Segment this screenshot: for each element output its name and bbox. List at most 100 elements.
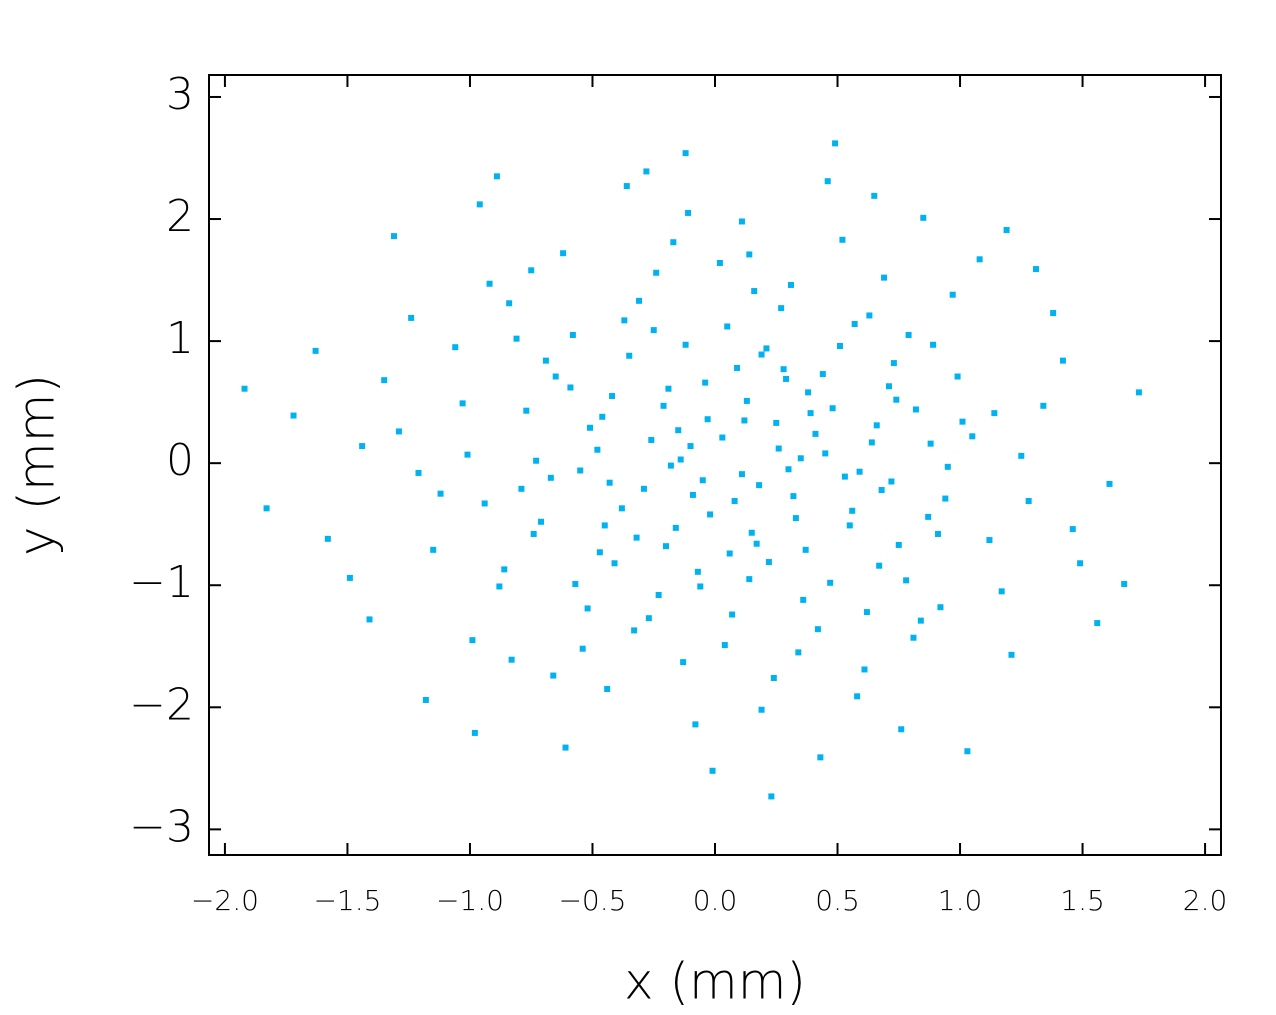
point — [662, 543, 669, 550]
point — [758, 351, 765, 358]
point — [1050, 310, 1057, 317]
point — [567, 384, 574, 391]
point — [1018, 452, 1025, 459]
point — [756, 482, 763, 489]
x-tick-label: 1.0 — [938, 884, 983, 917]
point — [780, 366, 787, 373]
point — [1059, 357, 1066, 364]
point — [508, 656, 515, 663]
point — [530, 530, 537, 537]
point — [633, 534, 640, 541]
point — [817, 754, 824, 761]
point — [719, 434, 726, 441]
point — [920, 214, 927, 221]
point — [881, 274, 888, 281]
point — [623, 183, 630, 190]
point — [493, 173, 500, 180]
point — [765, 559, 772, 566]
point — [346, 574, 353, 581]
y-tick-label: 1 — [166, 313, 194, 364]
point — [878, 487, 885, 494]
point — [770, 675, 777, 682]
point — [873, 422, 880, 429]
point — [724, 323, 731, 330]
point — [648, 436, 655, 443]
point — [665, 385, 672, 392]
point — [748, 529, 755, 536]
point — [660, 402, 667, 409]
point — [481, 500, 488, 507]
point — [1069, 526, 1076, 533]
point — [550, 672, 557, 679]
point — [506, 300, 513, 307]
point — [422, 696, 429, 703]
point — [704, 416, 711, 423]
point — [778, 305, 785, 312]
y-tick-label: −2 — [129, 679, 194, 730]
point — [604, 685, 611, 692]
point — [496, 583, 503, 590]
point — [1106, 480, 1113, 487]
point — [824, 178, 831, 185]
point — [241, 385, 248, 392]
point — [621, 317, 628, 324]
point — [381, 377, 388, 384]
point — [856, 468, 863, 475]
point — [954, 373, 961, 380]
point — [599, 413, 606, 420]
point — [753, 540, 760, 547]
x-tick-label: 0.5 — [815, 884, 860, 917]
point — [738, 471, 745, 478]
point — [969, 433, 976, 440]
point — [775, 445, 782, 452]
point — [667, 462, 674, 469]
point — [868, 439, 875, 446]
point — [876, 562, 883, 569]
point — [790, 493, 797, 500]
point — [655, 592, 662, 598]
point — [783, 375, 790, 382]
point — [768, 793, 775, 800]
point — [596, 549, 603, 556]
point — [430, 546, 437, 553]
point — [802, 546, 809, 553]
point — [959, 418, 966, 425]
point — [991, 410, 998, 417]
point — [949, 291, 956, 298]
point — [579, 645, 586, 652]
point — [682, 150, 689, 157]
point — [861, 666, 868, 673]
point — [631, 627, 638, 634]
point — [785, 466, 792, 473]
point — [672, 524, 679, 531]
point — [653, 269, 660, 276]
point — [560, 250, 567, 257]
point — [1077, 560, 1084, 567]
point — [513, 335, 520, 342]
point — [702, 379, 709, 386]
point — [829, 405, 836, 412]
point — [895, 541, 902, 548]
point — [675, 427, 682, 434]
point — [538, 518, 545, 525]
point — [743, 397, 750, 404]
point — [464, 451, 471, 458]
point — [611, 560, 618, 567]
point — [944, 463, 951, 470]
point — [650, 327, 657, 334]
point — [518, 485, 525, 492]
point — [814, 626, 821, 633]
point — [849, 507, 856, 514]
point — [839, 236, 846, 243]
point — [290, 412, 297, 419]
point — [964, 748, 971, 755]
point — [469, 637, 476, 644]
point — [726, 550, 733, 557]
point — [476, 201, 483, 208]
point — [584, 605, 591, 612]
point — [917, 617, 924, 624]
point — [942, 495, 949, 502]
point — [415, 469, 422, 476]
